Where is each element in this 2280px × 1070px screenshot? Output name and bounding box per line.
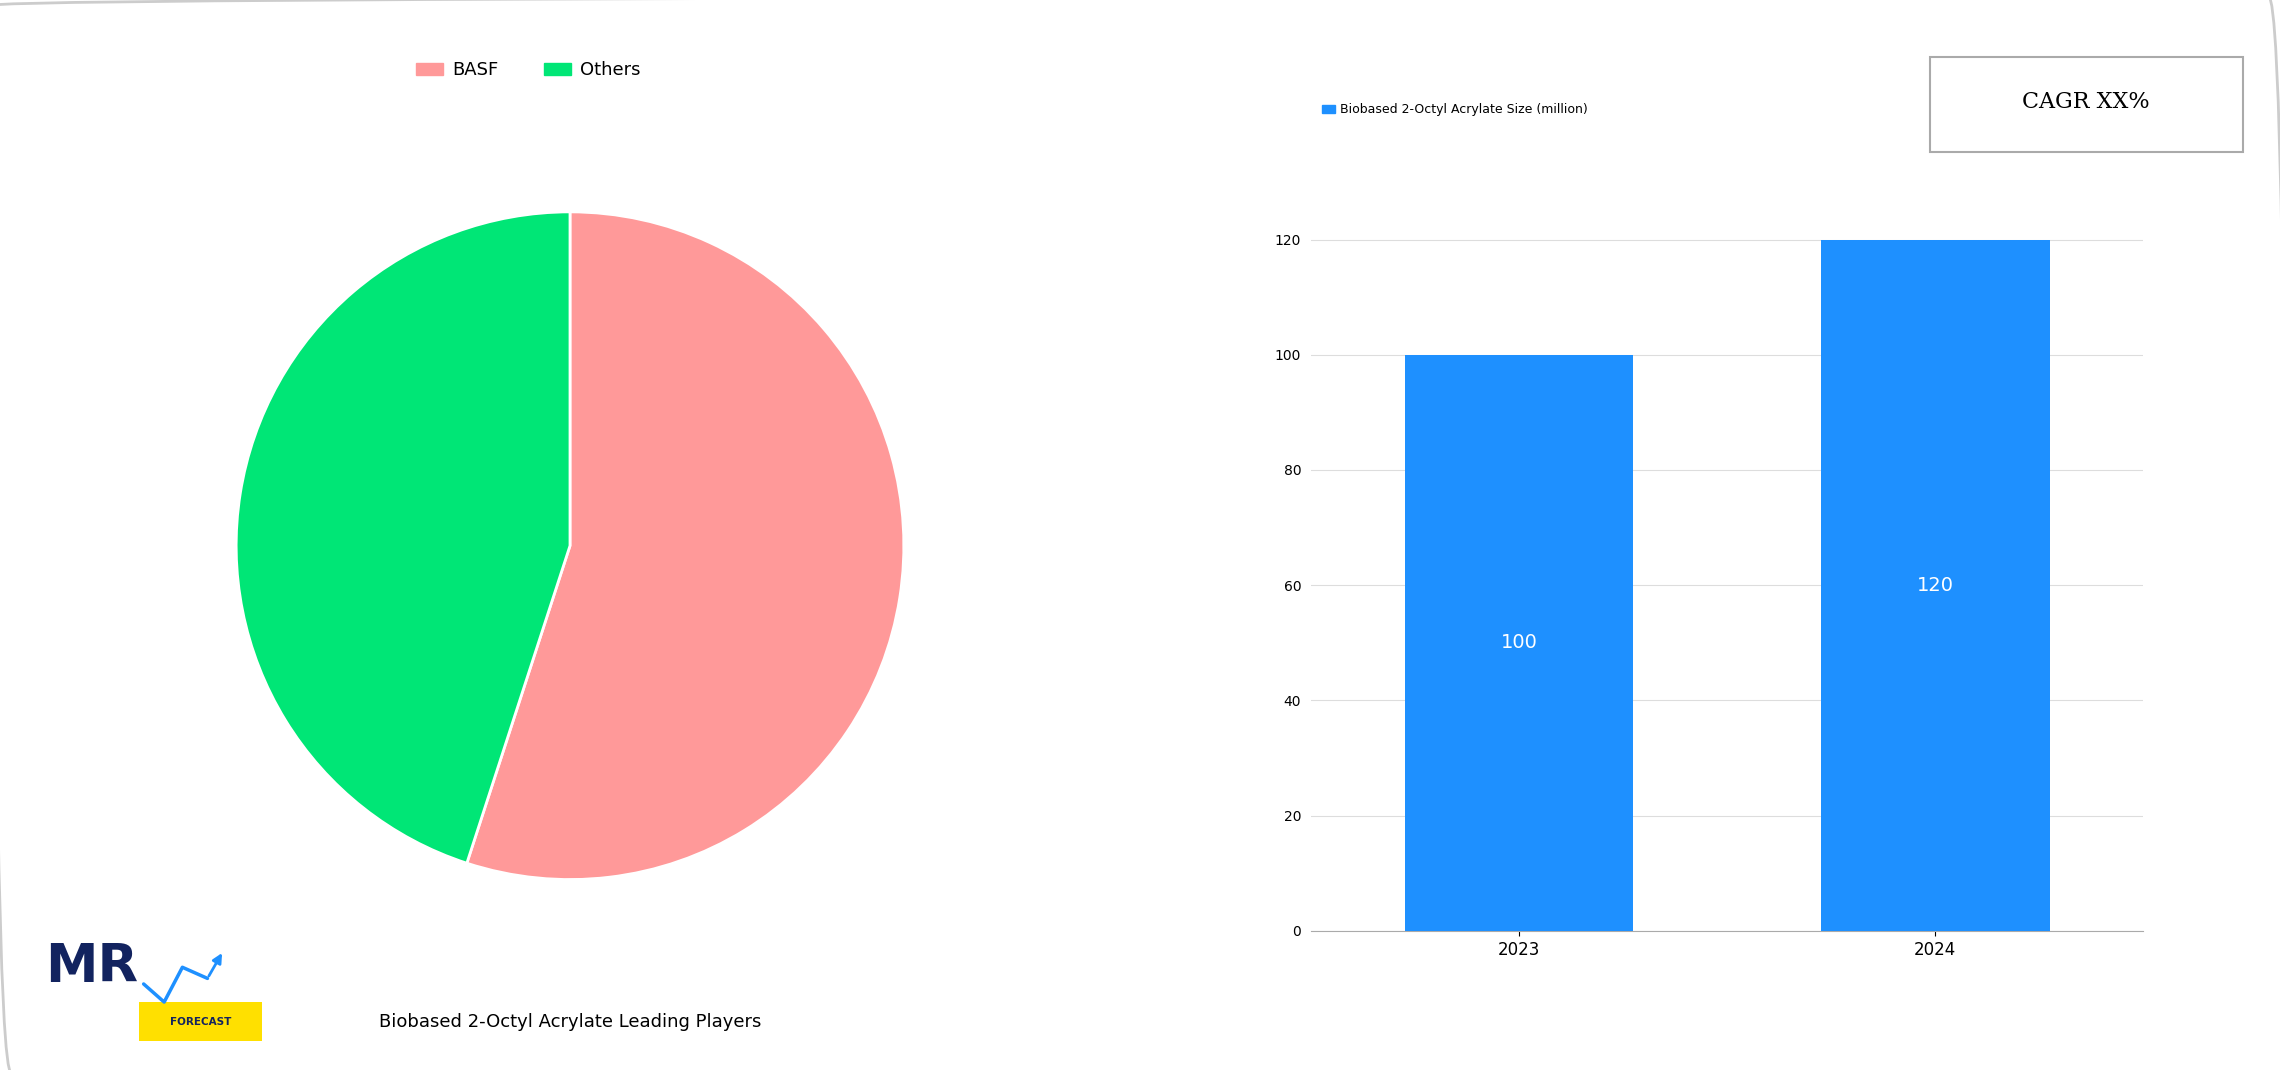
Legend: BASF, Others: BASF, Others [408,54,648,87]
Wedge shape [467,212,903,880]
Text: 100: 100 [1500,633,1537,653]
FancyBboxPatch shape [1929,57,2244,152]
Text: 120: 120 [1917,576,1954,595]
Text: Biobased 2-Octyl Acrylate Leading Players: Biobased 2-Octyl Acrylate Leading Player… [378,1013,762,1031]
Text: FORECAST: FORECAST [171,1016,230,1026]
Legend: Biobased 2-Octyl Acrylate Size (million): Biobased 2-Octyl Acrylate Size (million) [1318,98,1591,121]
Wedge shape [237,212,570,863]
Bar [1822,240,2050,931]
FancyBboxPatch shape [139,1002,262,1041]
Text: MR: MR [46,942,139,993]
Bar [1404,355,1632,931]
Text: CAGR XX%: CAGR XX% [2022,91,2150,113]
